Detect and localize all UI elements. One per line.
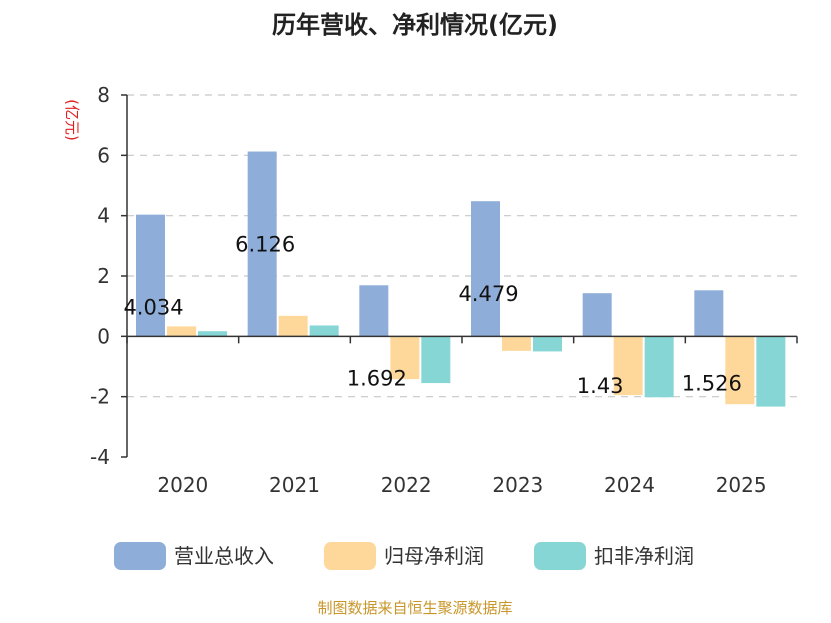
y-tick-label: -2: [90, 385, 110, 409]
y-axis-label: (亿元): [63, 99, 81, 141]
legend[interactable]: 营业总收入 归母净利润 扣非净利润: [114, 542, 694, 570]
bar: [167, 326, 196, 337]
data-label: 6.126: [235, 233, 295, 257]
y-tick-label: 4: [97, 204, 110, 228]
bar: [421, 336, 451, 384]
chart-title: 历年营收、净利情况(亿元): [272, 11, 558, 39]
x-tick-label: 2022: [381, 473, 432, 497]
bar: [502, 336, 531, 351]
data-label: 4.479: [458, 282, 518, 306]
x-tick-label: 2023: [492, 473, 543, 497]
y-tick-labels: -4 -2 0 2 4 6 8: [90, 83, 110, 469]
y-tick-label: -4: [90, 445, 110, 469]
bar: [471, 201, 500, 337]
legend-item[interactable]: 营业总收入: [114, 542, 274, 570]
legend-swatch: [114, 542, 166, 570]
x-tick-label: 2021: [269, 473, 320, 497]
bar: [278, 315, 308, 337]
y-tick-label: 0: [97, 324, 110, 348]
data-labels: 4.034 6.126 1.692 4.479 1.43 1.526: [123, 233, 741, 399]
data-label: 1.526: [682, 371, 742, 395]
axes: [121, 94, 798, 458]
source-note: 制图数据来自恒生聚源数据库: [317, 599, 512, 617]
legend-item[interactable]: 归母净利润: [324, 542, 484, 570]
x-tick-labels: 2020 2021 2022 2023 2024 2025: [157, 473, 766, 497]
gridlines: [127, 94, 797, 398]
x-tick-label: 2024: [604, 473, 655, 497]
bar: [390, 336, 420, 380]
legend-label: 归母净利润: [384, 544, 484, 568]
bar: [198, 331, 227, 337]
y-tick-label: 8: [97, 83, 110, 107]
bar: [247, 151, 277, 337]
bar: [694, 290, 724, 337]
bar: [359, 285, 389, 337]
x-tick-label: 2020: [157, 473, 208, 497]
data-label: 1.43: [577, 374, 624, 398]
y-tick-label: 2: [97, 264, 110, 288]
bars: [136, 151, 786, 407]
bar: [756, 336, 786, 407]
bar: [725, 336, 755, 405]
legend-item[interactable]: 扣非净利润: [534, 542, 694, 570]
legend-swatch: [534, 542, 586, 570]
legend-label: 扣非净利润: [594, 544, 694, 568]
y-tick-label: 6: [97, 143, 110, 167]
data-label: 4.034: [123, 296, 183, 320]
bar: [309, 325, 339, 337]
x-tick-label: 2025: [716, 473, 767, 497]
bar: [136, 214, 165, 337]
bar: [613, 336, 643, 396]
data-label: 1.692: [347, 366, 407, 390]
legend-swatch: [324, 542, 376, 570]
legend-label: 营业总收入: [174, 544, 274, 568]
bar: [644, 336, 674, 398]
bar: [533, 336, 562, 352]
bar: [582, 293, 612, 337]
